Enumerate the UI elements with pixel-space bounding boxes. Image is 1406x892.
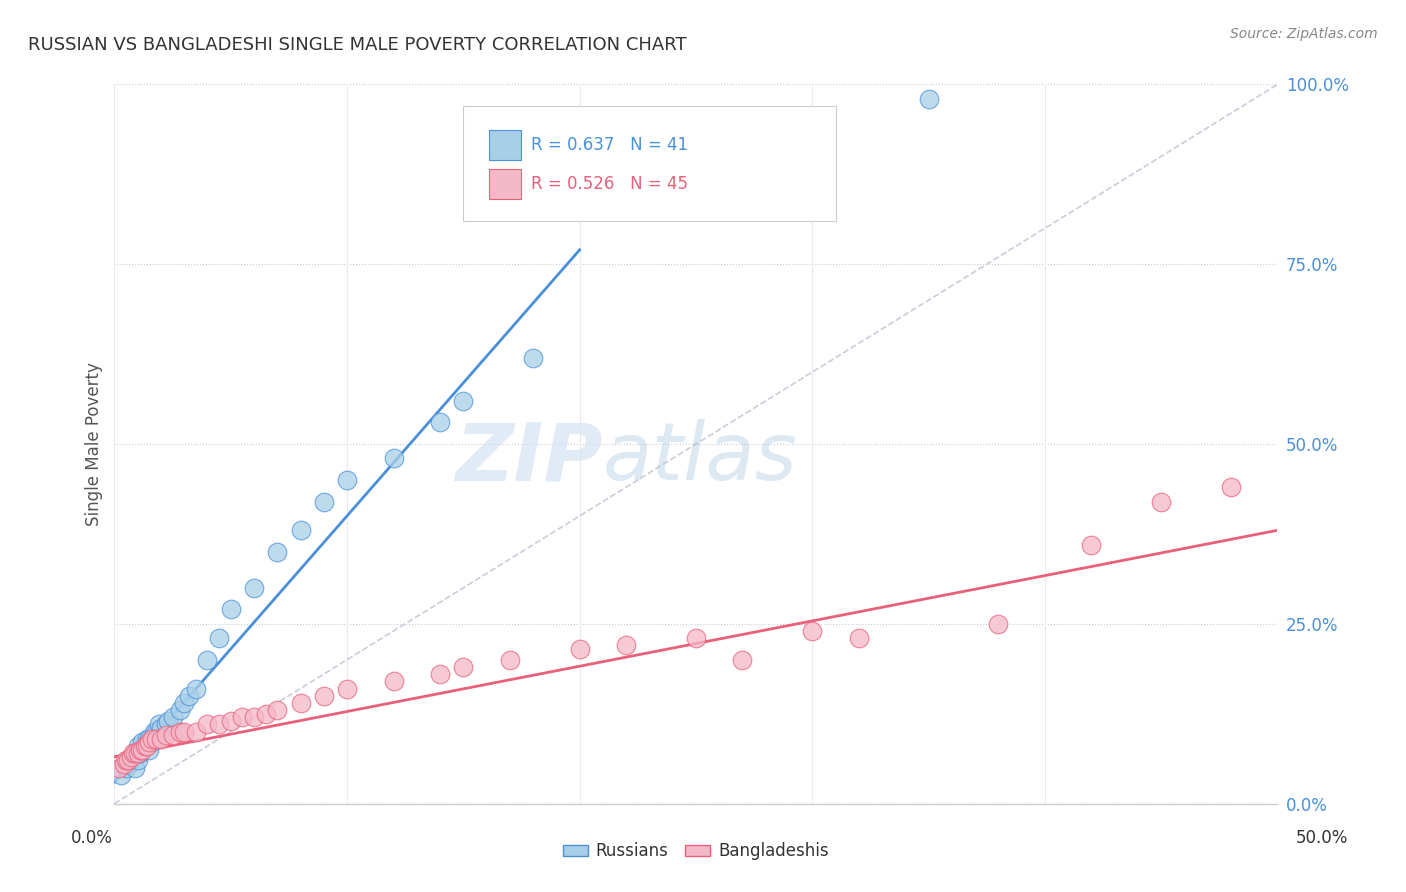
Point	[131, 735, 153, 749]
Point	[138, 731, 160, 746]
Point	[120, 753, 142, 767]
Text: 50.0%: 50.0%	[1295, 829, 1348, 847]
Point	[129, 746, 152, 760]
Point	[115, 761, 138, 775]
Point	[453, 660, 475, 674]
Point	[117, 753, 139, 767]
Point	[290, 696, 312, 710]
Point	[127, 739, 149, 753]
Point	[138, 735, 160, 749]
Point	[122, 749, 145, 764]
Point	[231, 710, 253, 724]
Point	[129, 742, 152, 756]
Point	[522, 351, 544, 365]
Point	[156, 714, 179, 728]
Bar	[489, 129, 522, 160]
Point	[208, 717, 231, 731]
Point	[312, 494, 335, 508]
Point	[148, 717, 170, 731]
Point	[110, 768, 132, 782]
Point	[138, 742, 160, 756]
Text: RUSSIAN VS BANGLADESHI SINGLE MALE POVERTY CORRELATION CHART: RUSSIAN VS BANGLADESHI SINGLE MALE POVER…	[28, 36, 686, 54]
Point	[124, 746, 146, 760]
FancyBboxPatch shape	[464, 106, 835, 221]
Point	[149, 731, 172, 746]
Point	[243, 581, 266, 595]
Point	[219, 602, 242, 616]
Point	[731, 653, 754, 667]
Point	[155, 717, 177, 731]
Bar	[489, 169, 522, 200]
Point	[243, 710, 266, 724]
Point	[149, 721, 172, 735]
Point	[169, 703, 191, 717]
Point	[184, 681, 207, 696]
Point	[382, 674, 405, 689]
Point	[801, 624, 824, 638]
Point	[184, 724, 207, 739]
Point	[177, 689, 200, 703]
Point	[429, 667, 451, 681]
Point	[197, 653, 219, 667]
Point	[266, 545, 288, 559]
Point	[155, 728, 177, 742]
Point	[336, 473, 359, 487]
Point	[336, 681, 359, 696]
Point	[134, 739, 156, 753]
Text: Source: ZipAtlas.com: Source: ZipAtlas.com	[1230, 27, 1378, 41]
Point	[173, 696, 195, 710]
Point	[141, 731, 163, 746]
Point	[142, 724, 165, 739]
Point	[1080, 538, 1102, 552]
Point	[134, 739, 156, 753]
Legend: Russians, Bangladeshis: Russians, Bangladeshis	[555, 836, 837, 867]
Point	[141, 735, 163, 749]
Point	[568, 642, 591, 657]
Text: atlas: atlas	[603, 419, 797, 498]
Point	[917, 92, 939, 106]
Point	[145, 728, 167, 742]
Point	[145, 731, 167, 746]
Point	[131, 742, 153, 756]
Point	[108, 761, 131, 775]
Point	[1150, 494, 1173, 508]
Point	[987, 616, 1010, 631]
Point	[162, 710, 184, 724]
Point	[848, 631, 870, 645]
Point	[312, 689, 335, 703]
Point	[115, 753, 138, 767]
Point	[453, 393, 475, 408]
Text: R = 0.637   N = 41: R = 0.637 N = 41	[531, 136, 688, 153]
Point	[112, 757, 135, 772]
Point	[169, 724, 191, 739]
Point	[290, 524, 312, 538]
Point	[219, 714, 242, 728]
Point	[1220, 480, 1243, 494]
Y-axis label: Single Male Poverty: Single Male Poverty	[86, 362, 103, 526]
Point	[266, 703, 288, 717]
Point	[173, 724, 195, 739]
Text: 0.0%: 0.0%	[70, 829, 112, 847]
Point	[120, 749, 142, 764]
Point	[145, 724, 167, 739]
Point	[131, 742, 153, 756]
Point	[127, 746, 149, 760]
Point	[136, 731, 159, 746]
Point	[127, 753, 149, 767]
Point	[382, 451, 405, 466]
Text: ZIP: ZIP	[456, 419, 603, 498]
Point	[499, 653, 522, 667]
Text: R = 0.526   N = 45: R = 0.526 N = 45	[531, 176, 688, 194]
Point	[685, 631, 707, 645]
Point	[254, 706, 277, 721]
Point	[208, 631, 231, 645]
Point	[122, 746, 145, 760]
Point	[136, 739, 159, 753]
Point	[197, 717, 219, 731]
Point	[614, 638, 637, 652]
Point	[429, 416, 451, 430]
Point	[162, 728, 184, 742]
Point	[117, 757, 139, 772]
Point	[124, 761, 146, 775]
